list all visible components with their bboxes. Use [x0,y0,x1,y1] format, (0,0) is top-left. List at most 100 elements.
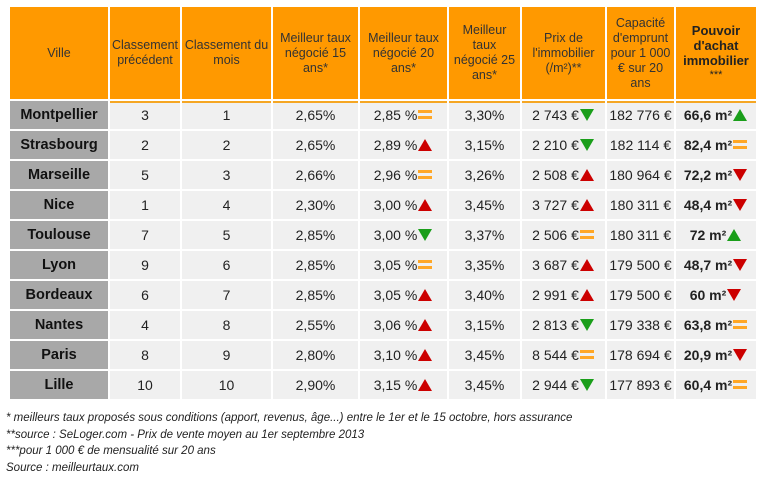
power-cell: 66,6 m² [676,101,756,129]
header-row: Ville Classement précédent Classement du… [10,7,756,99]
price-cell-value: 2 743 € [532,107,579,123]
prev-rank-cell: 2 [110,131,180,159]
rate-25-cell-value: 3,30% [464,107,505,123]
month-rank-cell-value: 1 [222,107,231,123]
city-cell-value: Bordeaux [25,287,93,303]
price-cell-value: 2 813 € [532,317,579,333]
prev-rank-cell-value: 6 [141,287,149,303]
power-cell: 60,4 m² [676,371,756,399]
price-cell-value: 2 944 € [532,377,579,393]
table-row: Nantes 4 8 2,55% 3,06 % 3,15% 2 813 € 179 338 €… [10,311,756,339]
prev-rank-cell: 5 [110,161,180,189]
city-cell-value: Strasbourg [20,137,98,153]
month-rank-cell-value: 7 [222,287,231,303]
rate-15-cell: 2,80% [273,341,358,369]
price-cell-value: 3 687 € [532,257,579,273]
header-price: Prix de l'immobilier (/m²)** [522,7,605,99]
prev-rank-cell-value: 4 [141,317,149,333]
capacity-cell: 179 500 € [607,281,674,309]
rate-25-cell: 3,15% [449,131,520,159]
month-rank-cell-value: 8 [222,317,231,333]
equal-icon [732,138,748,151]
rate-25-cell: 3,45% [449,341,520,369]
header-month-rank: Classement du mois [182,7,271,99]
capacity-cell: 179 500 € [607,251,674,279]
rate-15-cell: 2,85% [273,281,358,309]
equal-icon [417,168,433,181]
capacity-cell: 182 114 € [607,131,674,159]
rate-25-cell: 3,45% [449,191,520,219]
month-rank-cell: 4 [182,191,271,219]
prev-rank-cell: 6 [110,281,180,309]
city-cell-value: Paris [41,347,77,363]
capacity-cell-value: 182 114 € [609,137,672,153]
rate-20-cell-value: 2,96 % [373,167,418,183]
rate-15-cell: 2,66% [273,161,358,189]
rate-20-cell: 3,06 % [360,311,447,339]
rate-15-cell-value: 2,30% [295,197,336,213]
table-row: Nice 1 4 2,30% 3,00 % 3,45% 3 727 € 180 311 € 48… [10,191,756,219]
prev-rank-cell: 4 [110,311,180,339]
capacity-cell: 182 776 € [607,101,674,129]
table-row: Lyon 9 6 2,85% 3,05 % 3,35% 3 687 € 179 500 € 48… [10,251,756,279]
city-cell: Strasbourg [10,131,108,159]
arrow-down-red-icon [732,258,748,271]
capacity-cell: 180 311 € [607,191,674,219]
capacity-cell: 180 311 € [607,221,674,249]
rate-15-cell: 2,85% [273,221,358,249]
rate-20-cell: 2,96 % [360,161,447,189]
price-cell: 2 944 € [522,371,605,399]
prev-rank-cell-value: 2 [141,137,149,153]
table-row: Paris 8 9 2,80% 3,10 % 3,45% 8 544 € 178 694 € 2… [10,341,756,369]
month-rank-cell-value: 6 [222,257,231,273]
capacity-cell-value: 180 964 € [609,167,672,183]
rate-25-cell: 3,35% [449,251,520,279]
month-rank-cell: 6 [182,251,271,279]
capacity-cell-value: 177 893 € [609,377,672,393]
price-cell-value: 2 508 € [532,167,579,183]
footnote-source: Source : meilleurtaux.com [6,461,139,474]
city-cell: Marseille [10,161,108,189]
city-cell-value: Nice [43,197,75,213]
equal-icon [579,348,595,361]
rate-25-cell-value: 3,45% [464,377,505,393]
footnote-capacity: ***pour 1 000 € de mensualité sur 20 ans [6,445,216,457]
power-cell: 20,9 m² [676,341,756,369]
arrow-down-green-icon [579,318,595,331]
city-cell: Nice [10,191,108,219]
rate-15-cell-value: 2,65% [295,137,336,153]
prev-rank-cell: 10 [110,371,180,399]
rate-15-cell: 2,55% [273,311,358,339]
arrow-down-red-icon [732,198,748,211]
footnote-source-seloger: **source : SeLoger.com - Prix de vente m… [6,428,365,441]
table-row: Lille 10 10 2,90% 3,15 % 3,45% 2 944 € 177 893 … [10,371,756,399]
price-cell: 2 991 € [522,281,605,309]
rate-25-cell: 3,40% [449,281,520,309]
header-rate-20: Meilleur taux négocié 20 ans* [360,7,447,99]
arrow-up-red-icon [417,198,433,211]
table-row: Marseille 5 3 2,66% 2,96 % 3,26% 2 508 € 180 96… [10,161,756,189]
table-row: Strasbourg 2 2 2,65% 2,89 % 3,15% 2 210 € 182 1… [10,131,756,159]
rate-25-cell: 3,26% [449,161,520,189]
prev-rank-cell: 3 [110,101,180,129]
header-ville: Ville [10,7,108,99]
rate-15-cell: 2,90% [273,371,358,399]
power-cell: 60 m² [676,281,756,309]
rate-15-cell: 2,65% [273,131,358,159]
rate-15-cell-value: 2,66% [295,167,336,183]
rate-20-cell-value: 3,10 % [373,347,418,363]
arrow-up-red-icon [417,318,433,331]
table-row: Bordeaux 6 7 2,85% 3,05 % 3,40% 2 991 € 179 500… [10,281,756,309]
prev-rank-cell-value: 1 [141,197,149,213]
arrow-down-red-icon [732,168,748,181]
price-cell: 3 727 € [522,191,605,219]
rate-20-cell: 2,85 % [360,101,447,129]
city-cell-value: Toulouse [27,227,91,243]
city-cell: Lyon [10,251,108,279]
rate-25-cell: 3,30% [449,101,520,129]
rate-20-cell-value: 3,00 % [373,227,418,243]
rate-15-cell-value: 2,85% [295,257,336,273]
arrow-down-green-icon [579,378,595,391]
rate-15-cell: 2,65% [273,101,358,129]
rate-20-cell: 3,05 % [360,251,447,279]
